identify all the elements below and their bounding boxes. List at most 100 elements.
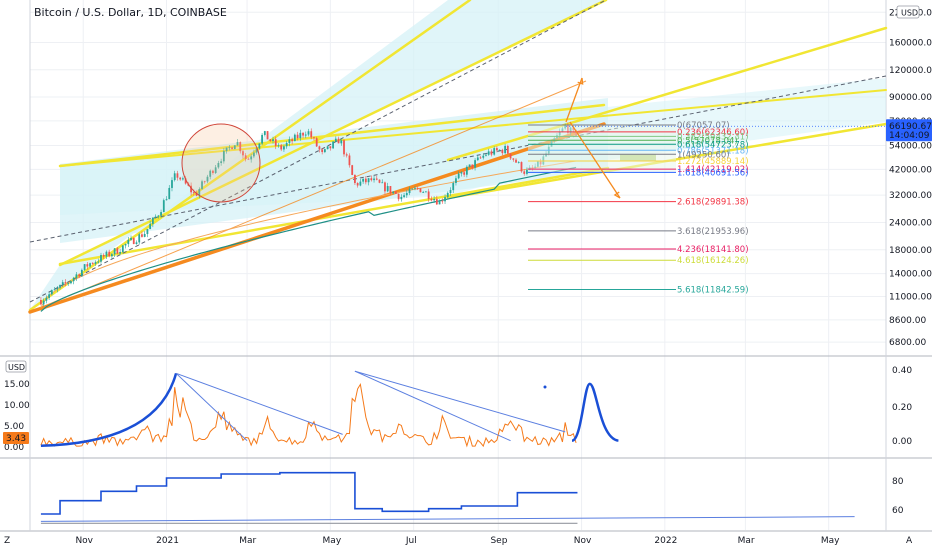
candle-body — [61, 282, 64, 285]
currency-badge-box — [896, 5, 920, 19]
candle-body — [321, 149, 324, 153]
fib-level-label: 0.236(62346.60) — [677, 128, 749, 138]
candle-body — [493, 148, 496, 155]
candle-body — [97, 261, 100, 263]
candle-body — [165, 199, 168, 201]
candle-body — [231, 147, 233, 150]
candle-body — [523, 171, 526, 174]
candle-body — [53, 289, 56, 291]
candle-body — [100, 254, 102, 262]
candle-body — [173, 173, 176, 181]
candle-body — [203, 181, 206, 183]
dashed-trendline-steep — [29, 0, 607, 303]
candle-body — [490, 151, 493, 155]
candle-body — [184, 178, 187, 184]
candle-body — [354, 174, 356, 184]
projection-arrow-up-head — [577, 77, 584, 85]
candle-body — [378, 179, 381, 183]
fib-level-label: 1.414(42119.02) — [677, 165, 749, 175]
time-axis-label: Sep — [490, 536, 507, 546]
candle-body — [452, 182, 455, 191]
candle-body — [345, 154, 348, 156]
candle-body — [48, 294, 51, 298]
price-axis-label: 32000.00 — [889, 191, 932, 201]
projection-arrow-down-head — [613, 191, 621, 199]
candle-body — [414, 188, 416, 189]
candle-body — [214, 167, 217, 173]
candle-body — [411, 188, 414, 190]
candle-body — [258, 143, 261, 149]
candle-body — [78, 274, 81, 277]
time-axis-label: May — [323, 536, 342, 546]
candle-body — [504, 145, 507, 154]
trendline-yellow-upper-channel — [58, 103, 606, 168]
step-indicator-trendline — [40, 516, 855, 522]
candle-body — [108, 251, 111, 257]
oscillator-left-axis-label: 0.00 — [4, 443, 24, 453]
oscillator-left-axis-label: 5.00 — [4, 422, 24, 432]
candle-body — [222, 150, 225, 162]
candle-body — [288, 139, 291, 143]
time-axis-label: 2022 — [654, 536, 677, 546]
price-axis-label: 160000.00 — [889, 38, 932, 48]
candle-body — [463, 172, 466, 175]
candle-body — [83, 264, 86, 270]
price-axis-label: 24000.00 — [889, 218, 932, 228]
step-right-axis-label: 80 — [892, 477, 904, 487]
candle-body — [111, 254, 113, 257]
candle-body — [236, 142, 239, 146]
candle-body — [296, 134, 299, 139]
candle-body — [233, 145, 236, 150]
candle-body — [201, 181, 203, 190]
candle-body — [141, 234, 143, 237]
candle-body — [121, 245, 124, 252]
candle-body — [182, 178, 184, 180]
moving-average-short — [40, 160, 577, 308]
candle-body — [261, 134, 263, 144]
candle-body — [482, 155, 485, 158]
candle-body — [408, 188, 411, 194]
oscillator-right-axis-label: 0.20 — [892, 403, 912, 413]
candle-body — [496, 148, 498, 151]
oscillator-line — [40, 383, 577, 448]
candle-body — [468, 164, 471, 167]
candle-body — [356, 183, 359, 186]
candle-body — [179, 177, 182, 180]
candle-body — [263, 131, 266, 135]
price-axis-label: 14000.00 — [889, 270, 932, 280]
projection-arrow-up — [565, 77, 583, 123]
candle-body — [332, 141, 334, 149]
candle-body — [362, 178, 365, 182]
candle-body — [102, 254, 105, 257]
candle-body — [209, 170, 212, 177]
projection-arrow-down — [569, 121, 621, 199]
candle-body — [217, 163, 220, 168]
oscillator-right-axis-label: 0.40 — [892, 366, 912, 376]
candle-body — [40, 300, 42, 305]
candle-body — [124, 244, 127, 246]
candle-body — [526, 169, 528, 174]
candle-body — [304, 134, 307, 136]
oscillator-left-axis-label: 10.00 — [4, 401, 30, 411]
candle-body — [381, 182, 384, 184]
candle-body — [283, 146, 285, 150]
candle-body — [67, 283, 70, 285]
candle-body — [400, 196, 403, 200]
candle-body — [72, 277, 75, 282]
candle-body — [45, 297, 48, 301]
candle-body — [307, 131, 310, 135]
candle-body — [80, 269, 83, 277]
fib-zone — [528, 124, 676, 173]
fib-level-label: 0.5(57078.04) — [677, 136, 738, 146]
candle-body — [299, 132, 302, 139]
candle-body — [405, 193, 408, 196]
candle-body — [337, 138, 340, 144]
oscillator-value: 3.43 — [6, 434, 26, 444]
trendline-yellow-steep-lower — [28, 0, 472, 312]
candle-body — [485, 154, 487, 156]
candle-body — [64, 282, 67, 284]
time-axis-label: Nov — [75, 536, 93, 546]
candle-body — [373, 178, 375, 181]
candle-body — [143, 233, 146, 237]
